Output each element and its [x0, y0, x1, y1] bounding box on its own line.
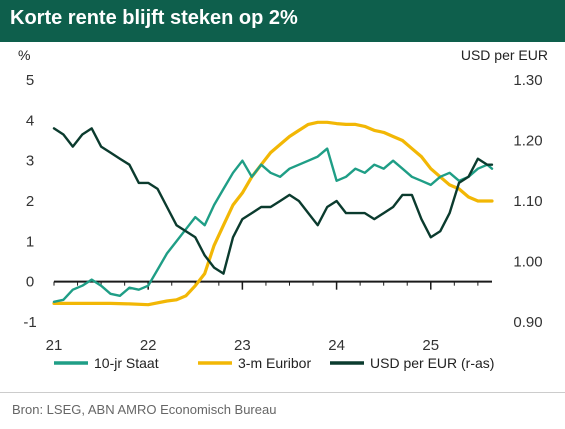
right-tick-label: 1.10	[513, 193, 542, 210]
left-axis-unit: %	[18, 47, 30, 63]
x-tick-label: 25	[422, 337, 439, 354]
left-tick-label: 0	[26, 274, 34, 291]
series-line-0	[52, 147, 494, 303]
chart-legend: 10-jr Staat 3-m Euribor USD per EUR (r-as)	[54, 355, 494, 371]
legend-label: 10-jr Staat	[94, 355, 159, 371]
left-tick-label: 1	[26, 233, 34, 250]
series-line-2	[52, 127, 494, 275]
source-note: Bron: LSEG, ABN AMRO Economisch Bureau	[12, 402, 277, 417]
x-tick-label: 21	[46, 337, 63, 354]
chart-header: Korte rente blijft steken op 2%	[0, 0, 565, 42]
x-tick-label: 22	[140, 337, 157, 354]
source-divider	[0, 392, 565, 393]
left-tick-label: 5	[26, 72, 34, 89]
series-line-1	[52, 120, 494, 307]
legend-label: 3-m Euribor	[238, 355, 311, 371]
right-tick-label: 1.20	[513, 133, 542, 150]
left-tick-label: 3	[26, 153, 34, 170]
chart-axes: % USD per EUR-10123450.901.001.101.201.30…	[18, 47, 548, 354]
right-tick-label: 0.90	[513, 314, 542, 331]
left-tick-label: 2	[26, 193, 34, 210]
chart-title: Korte rente blijft steken op 2%	[10, 7, 298, 29]
left-tick-label: -1	[23, 314, 36, 331]
x-tick-label: 23	[234, 337, 251, 354]
x-tick-label: 24	[328, 337, 345, 354]
right-tick-label: 1.30	[513, 72, 542, 89]
left-tick-label: 4	[26, 112, 34, 129]
right-axis-unit: USD per EUR	[461, 47, 548, 63]
chart-series	[52, 120, 494, 307]
legend-label: USD per EUR (r-as)	[370, 355, 494, 371]
right-tick-label: 1.00	[513, 254, 542, 271]
